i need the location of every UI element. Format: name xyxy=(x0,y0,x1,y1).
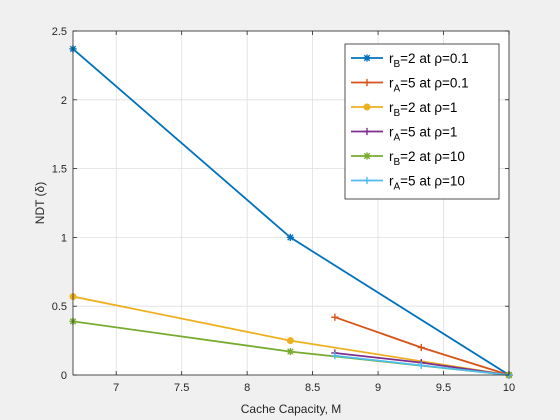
legend-entry: rA=5 at ρ=10 xyxy=(351,174,465,193)
x-axis-label: Cache Capacity, M xyxy=(241,402,341,416)
x-tick-label: 10 xyxy=(503,382,515,394)
y-axis-label: NDT (δ) xyxy=(33,182,47,224)
data-point xyxy=(331,313,339,321)
y-tick-label: 2 xyxy=(61,95,67,107)
y-tick-label: 0 xyxy=(61,370,67,382)
data-point xyxy=(286,233,294,241)
plot-frame xyxy=(72,30,510,376)
legend-label: rA=5 at ρ=0.1 xyxy=(389,76,469,95)
legend-label: rB=2 at ρ=0.1 xyxy=(389,51,469,70)
y-tick-label: 0.5 xyxy=(52,301,67,313)
x-tick-label: 8 xyxy=(244,382,250,394)
data-point xyxy=(286,337,294,345)
data-point xyxy=(417,361,425,369)
data-point xyxy=(286,348,294,356)
axis-ticks: 7 7.5 8 8.5 9 9.5 10 0 0.5 1 1.5 2 2.5 xyxy=(52,26,515,394)
legend-marker xyxy=(363,103,371,111)
x-tick-label: 7.5 xyxy=(174,382,189,394)
legend-box xyxy=(344,43,500,200)
legend-entry: rA=5 at ρ=0.1 xyxy=(351,76,469,95)
legend-entry: rB=2 at ρ=10 xyxy=(351,149,465,168)
y-tick-label: 1.5 xyxy=(52,164,67,176)
x-tick-label: 9 xyxy=(375,382,381,394)
legend-marker xyxy=(363,176,371,185)
y-tick-label: 1 xyxy=(61,232,67,244)
y-tick-label: 2.5 xyxy=(52,26,67,38)
data-point xyxy=(417,343,425,352)
legend-entry: rB=2 at ρ=0.1 xyxy=(351,51,469,70)
legend-label: rB=2 at ρ=1 xyxy=(389,100,457,119)
legend-label: rB=2 at ρ=10 xyxy=(389,149,465,168)
legend-marker xyxy=(363,54,371,62)
x-tick-label: 7 xyxy=(113,382,119,394)
legend-label: rA=5 at ρ=10 xyxy=(389,174,465,193)
data-point xyxy=(331,352,339,360)
x-tick-label: 8.5 xyxy=(305,382,320,394)
legend-marker xyxy=(363,127,371,136)
legend-entry: rA=5 at ρ=1 xyxy=(351,125,457,144)
legend-marker xyxy=(363,78,371,87)
legend-entry: rB=2 at ρ=1 xyxy=(351,100,457,119)
legend-marker xyxy=(363,152,371,160)
legend: rB=2 at ρ=0.1 rA=5 at ρ=0.1 rB=2 at ρ=1 rA=… xyxy=(344,43,500,200)
x-tick-label: 9.5 xyxy=(436,382,451,394)
series-layer xyxy=(69,45,513,379)
legend-label: rA=5 at ρ=1 xyxy=(389,125,457,144)
